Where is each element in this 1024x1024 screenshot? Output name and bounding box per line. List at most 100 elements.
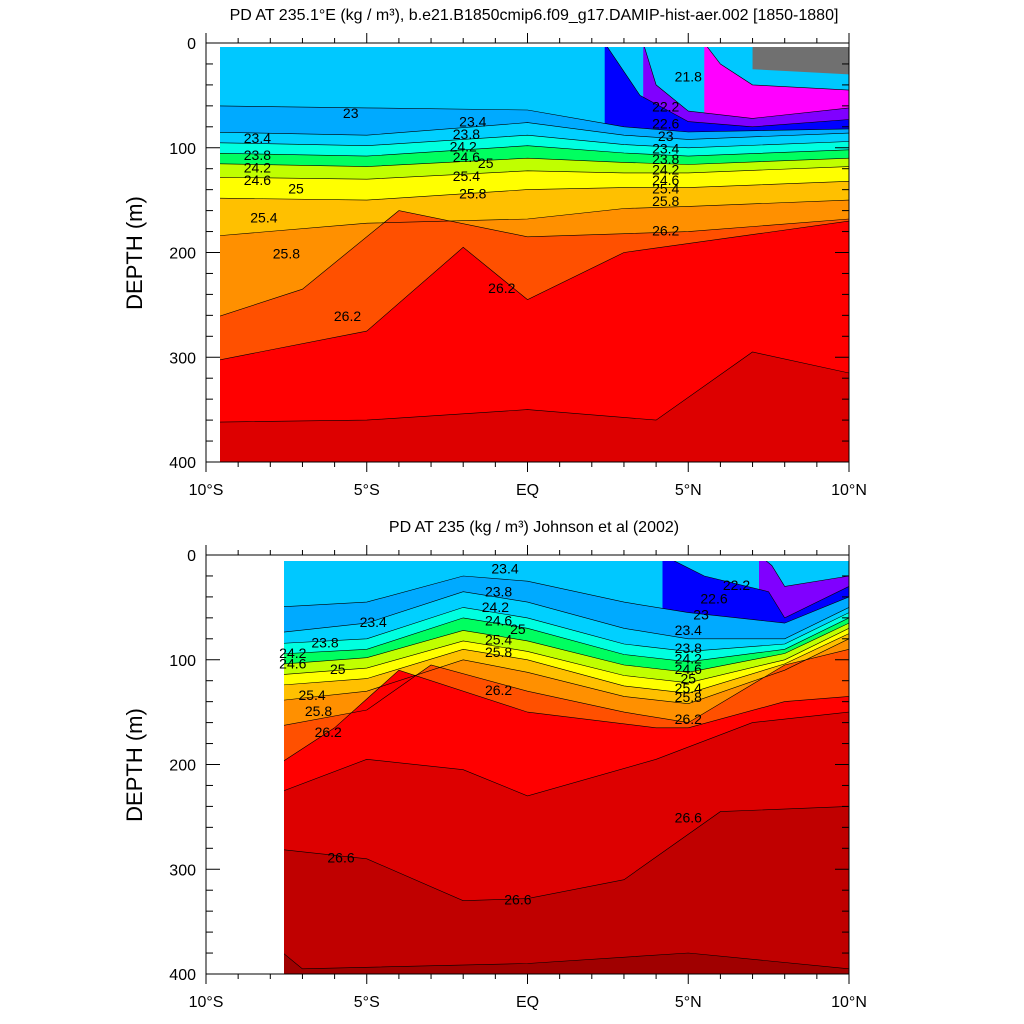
top-contour-label-11: 26.2: [334, 308, 361, 324]
bot-contour-line-14: [284, 952, 849, 970]
top-lightest-fill: [752, 47, 849, 75]
bot-contour-label-9: 23.8: [485, 583, 512, 599]
top-y-tick-label-2: 200: [169, 246, 196, 263]
bot-contour-line-4: [284, 607, 849, 652]
top-y-tick-label-4: 400: [169, 455, 196, 472]
bottom-contour-labels: 23.423.824.224.6 2525.425.826.223.423.824…: [279, 560, 750, 907]
bot-contour-line-3: [284, 591, 849, 640]
top-density-fills: [220, 47, 849, 462]
top-contour-label-7: 24.6: [244, 172, 271, 188]
bot-contour-line-6: [284, 622, 849, 673]
top-x-tick-label-4: 10°N: [831, 482, 867, 499]
top-contour-line-6: [220, 145, 849, 157]
bot-contour-label-3: 24.6: [279, 656, 306, 672]
top-contour-label-16: 25: [478, 155, 494, 171]
bot-contour-label-27: 26.6: [675, 810, 702, 826]
bot-contour-line-1: [673, 561, 849, 619]
bot-y-tick-label-4: 400: [169, 967, 196, 984]
top-y-axis-label: DEPTH (m): [122, 196, 147, 310]
bot-y-tick-label-1: 100: [169, 653, 196, 670]
bottom-panel: PD AT 235 (kg / m³) Johnson et al (2002)…: [122, 519, 867, 1011]
top-contour-line-13: [220, 351, 849, 423]
bot-contour-label-23: 25: [681, 670, 697, 686]
bot-x-tick-label-1: 5°S: [354, 994, 380, 1011]
top-contour-label-26: 25.8: [652, 193, 679, 209]
bot-contour-label-1: 23.8: [311, 635, 338, 651]
bot-contour-label-20: 23.8: [675, 640, 702, 656]
bottom-density-fills: [284, 561, 849, 974]
bot-contour-label-17: 22.6: [700, 591, 727, 607]
bot-level-fill-14: [284, 953, 849, 974]
top-contour-label-27: 26.2: [652, 222, 679, 238]
bot-contour-label-15: 26.2: [485, 682, 512, 698]
bot-contour-label-24: 25.4: [675, 680, 702, 696]
bot-y-tick-label-3: 300: [169, 862, 196, 879]
bot-x-tick-label-4: 10°N: [831, 994, 867, 1011]
top-x-tick-label-1: 5°S: [354, 482, 380, 499]
top-contour-label-21: 23.4: [652, 141, 679, 157]
top-contour-label-12: 23.4: [459, 113, 486, 129]
top-contour-label-0: 21.8: [675, 68, 702, 84]
top-contour-line-5: [220, 134, 849, 149]
top-contour-label-2: 22.6: [652, 115, 679, 131]
top-x-tick-label-2: EQ: [516, 482, 539, 499]
bot-contour-label-28: 26.6: [327, 850, 354, 866]
top-contour-line-7: [220, 157, 849, 167]
bot-contour-line-7: [284, 628, 849, 684]
bot-level-fill-13: [284, 806, 849, 974]
bot-contour-label-22: 24.6: [675, 661, 702, 677]
bot-contour-label-16: 22.2: [723, 577, 750, 593]
top-contour-label-13: 23.8: [453, 126, 480, 142]
top-contour-label-6: 24.2: [244, 159, 271, 175]
top-contour-label-1: 22.2: [652, 99, 679, 115]
bot-contour-label-14: 25.8: [485, 644, 512, 660]
bot-x-tick-label-3: 5°N: [675, 994, 702, 1011]
top-y-tick-label-3: 300: [169, 350, 196, 367]
top-contour-label-5: 23.8: [244, 147, 271, 163]
top-contour-line-4: [220, 122, 849, 140]
top-contour-label-23: 24.2: [652, 162, 679, 178]
bot-contour-label-25: 25.8: [675, 689, 702, 705]
bottom-contour-lines: [284, 561, 849, 970]
top-contour-label-17: 25.4: [453, 168, 480, 184]
bot-contour-label-21: 24.2: [675, 651, 702, 667]
top-contour-lines: [220, 47, 849, 423]
top-contour-label-19: 26.2: [488, 280, 515, 296]
top-level-fill-13: [220, 352, 849, 462]
top-contour-line-0: [706, 47, 849, 91]
top-y-tick-label-0: 0: [187, 36, 196, 53]
bot-contour-line-9: [284, 638, 849, 705]
bottom-y-axis-label: DEPTH (m): [122, 708, 147, 822]
bot-contour-line-11: [284, 669, 849, 762]
bot-contour-label-0: 23.4: [360, 614, 387, 630]
bot-contour-label-26: 26.2: [675, 711, 702, 727]
top-x-tick-label-3: 5°N: [675, 482, 702, 499]
bot-y-tick-label-2: 200: [169, 758, 196, 775]
bot-contour-label-2: 24.2: [279, 645, 306, 661]
bot-contour-label-11: 24.6: [485, 613, 512, 629]
bot-contour-line-5: [284, 617, 849, 663]
top-contour-line-2: [607, 47, 849, 128]
top-contour-label-14: 24.2: [450, 139, 477, 155]
top-contour-line-11: [220, 210, 849, 317]
top-contour-label-24: 24.6: [652, 172, 679, 188]
top-axes: 0 100 200 300 400 10°S 5°S EQ 5°N 10°N: [169, 33, 867, 499]
top-contour-label-15: 24.6: [453, 149, 480, 165]
bot-contour-line-0: [765, 561, 849, 587]
top-contour-label-18: 25.8: [459, 186, 486, 202]
top-contour-line-1: [644, 47, 849, 119]
bottom-panel-title: PD AT 235 (kg / m³) Johnson et al (2002): [389, 519, 679, 536]
top-contour-label-8: 25: [288, 180, 304, 196]
top-contour-line-9: [220, 181, 849, 201]
bot-contour-label-12: 25: [510, 621, 526, 637]
top-contour-label-22: 23.8: [652, 151, 679, 167]
top-contour-labels: 21.822.222.62323.423.824.224.62525.425.8…: [244, 68, 702, 324]
top-y-tick-label-1: 100: [169, 141, 196, 158]
bot-contour-label-10: 24.2: [482, 599, 509, 615]
top-contour-label-10: 25.8: [273, 245, 300, 261]
top-contour-line-12: [220, 220, 849, 361]
bot-contour-label-8: 23.4: [491, 560, 518, 576]
bot-contour-label-7: 26.2: [315, 724, 342, 740]
top-contour-line-10: [220, 199, 849, 236]
